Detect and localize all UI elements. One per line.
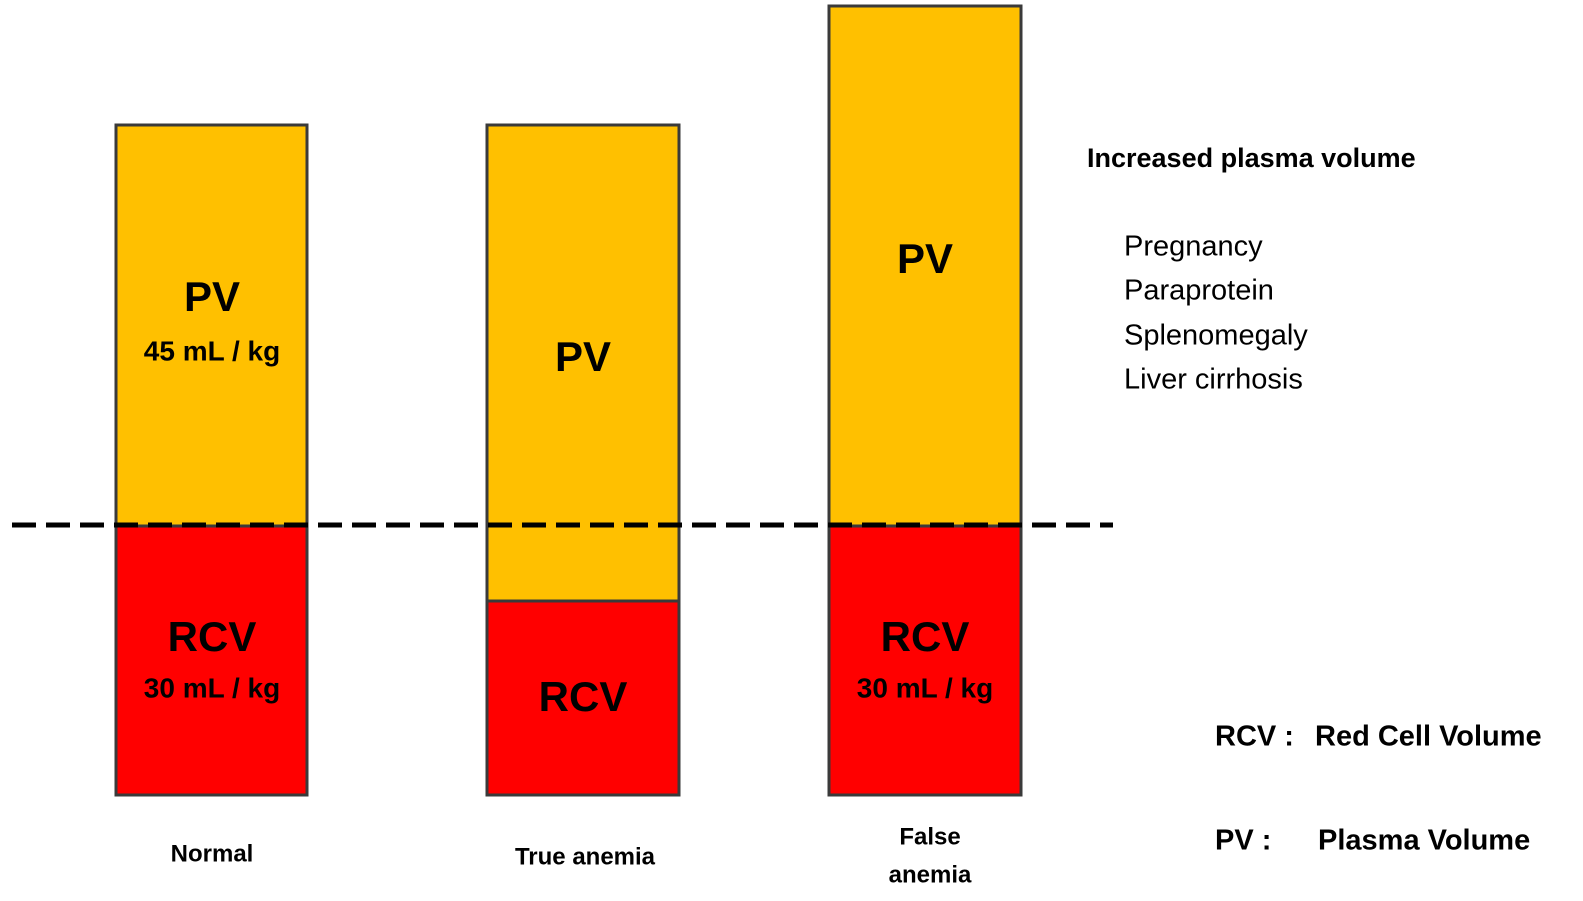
pv-label: PV <box>897 235 953 282</box>
note-item: Splenomegaly <box>1124 320 1308 352</box>
note-item: Liver cirrhosis <box>1124 364 1303 396</box>
rcv-label: RCV <box>539 673 628 720</box>
note-item: Pregnancy <box>1124 231 1263 263</box>
note-item: Paraprotein <box>1124 275 1274 307</box>
column-label: Normal <box>171 840 254 867</box>
legend-text: Plasma Volume <box>1318 825 1530 857</box>
pv-box <box>827 4 1023 528</box>
column-label: False <box>899 823 960 850</box>
column-label: anemia <box>889 861 972 888</box>
pv-detail: 45 mL / kg <box>144 335 280 366</box>
rcv-detail: 30 mL / kg <box>144 672 280 703</box>
rcv-label: RCV <box>881 613 970 660</box>
rcv-box <box>485 599 681 797</box>
note-title: Increased plasma volume <box>1087 143 1416 173</box>
pv-box <box>114 123 309 528</box>
legend-abbr: RCV : <box>1215 721 1294 753</box>
pv-label: PV <box>555 333 611 380</box>
rcv-box <box>114 524 309 797</box>
pv-label: PV <box>184 273 240 320</box>
legend-text: Red Cell Volume <box>1315 721 1542 753</box>
rcv-detail: 30 mL / kg <box>857 672 993 703</box>
column-label: True anemia <box>515 843 656 870</box>
pv-box <box>485 123 681 603</box>
rcv-label: RCV <box>168 613 257 660</box>
legend-abbr: PV : <box>1215 825 1271 857</box>
rcv-box <box>827 524 1023 797</box>
